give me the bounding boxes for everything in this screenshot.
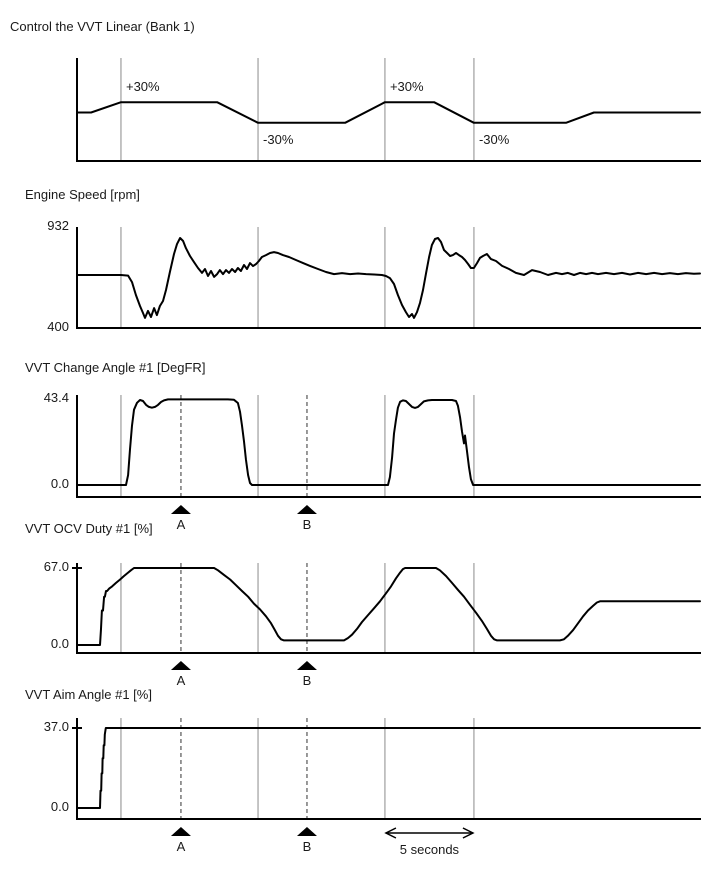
y-axis-label-change-angle-min: 0.0	[50, 476, 69, 491]
y-axis-label-ocv-duty-min: 0.0	[50, 636, 69, 651]
marker-label-b: B	[302, 673, 312, 688]
y-axis-label-engine-speed-max: 932	[47, 218, 69, 233]
chart-title-vvt-ocv-duty: VVT OCV Duty #1 [%]	[25, 521, 153, 536]
chart-title-vvt-aim-angle: VVT Aim Angle #1 [%]	[25, 687, 152, 702]
marker-label-b: B	[302, 517, 312, 532]
chart-title-vvt-change-angle: VVT Change Angle #1 [DegFR]	[25, 360, 206, 375]
marker-label-a: A	[176, 517, 186, 532]
y-axis-label-engine-speed-min: 400	[47, 319, 69, 334]
y-axis-label-aim-angle-max: 37.0	[43, 719, 69, 734]
annotation-plus30-first: +30%	[125, 79, 160, 94]
marker-label-a: A	[176, 839, 186, 854]
chart-title-engine-speed: Engine Speed [rpm]	[25, 187, 140, 202]
scale-arrow-label: 5 seconds	[399, 842, 460, 857]
chart-title-control-vvt-linear: Control the VVT Linear (Bank 1)	[10, 19, 195, 34]
marker-label-b: B	[302, 839, 312, 854]
annotation-plus30-second: +30%	[389, 79, 424, 94]
y-axis-label-change-angle-max: 43.4	[43, 390, 69, 405]
annotation-minus30-second: -30%	[478, 132, 510, 147]
marker-label-a: A	[176, 673, 186, 688]
y-axis-label-aim-angle-min: 0.0	[50, 799, 69, 814]
annotation-minus30-first: -30%	[263, 132, 294, 147]
y-axis-label-ocv-duty-max: 67.0	[43, 559, 69, 574]
